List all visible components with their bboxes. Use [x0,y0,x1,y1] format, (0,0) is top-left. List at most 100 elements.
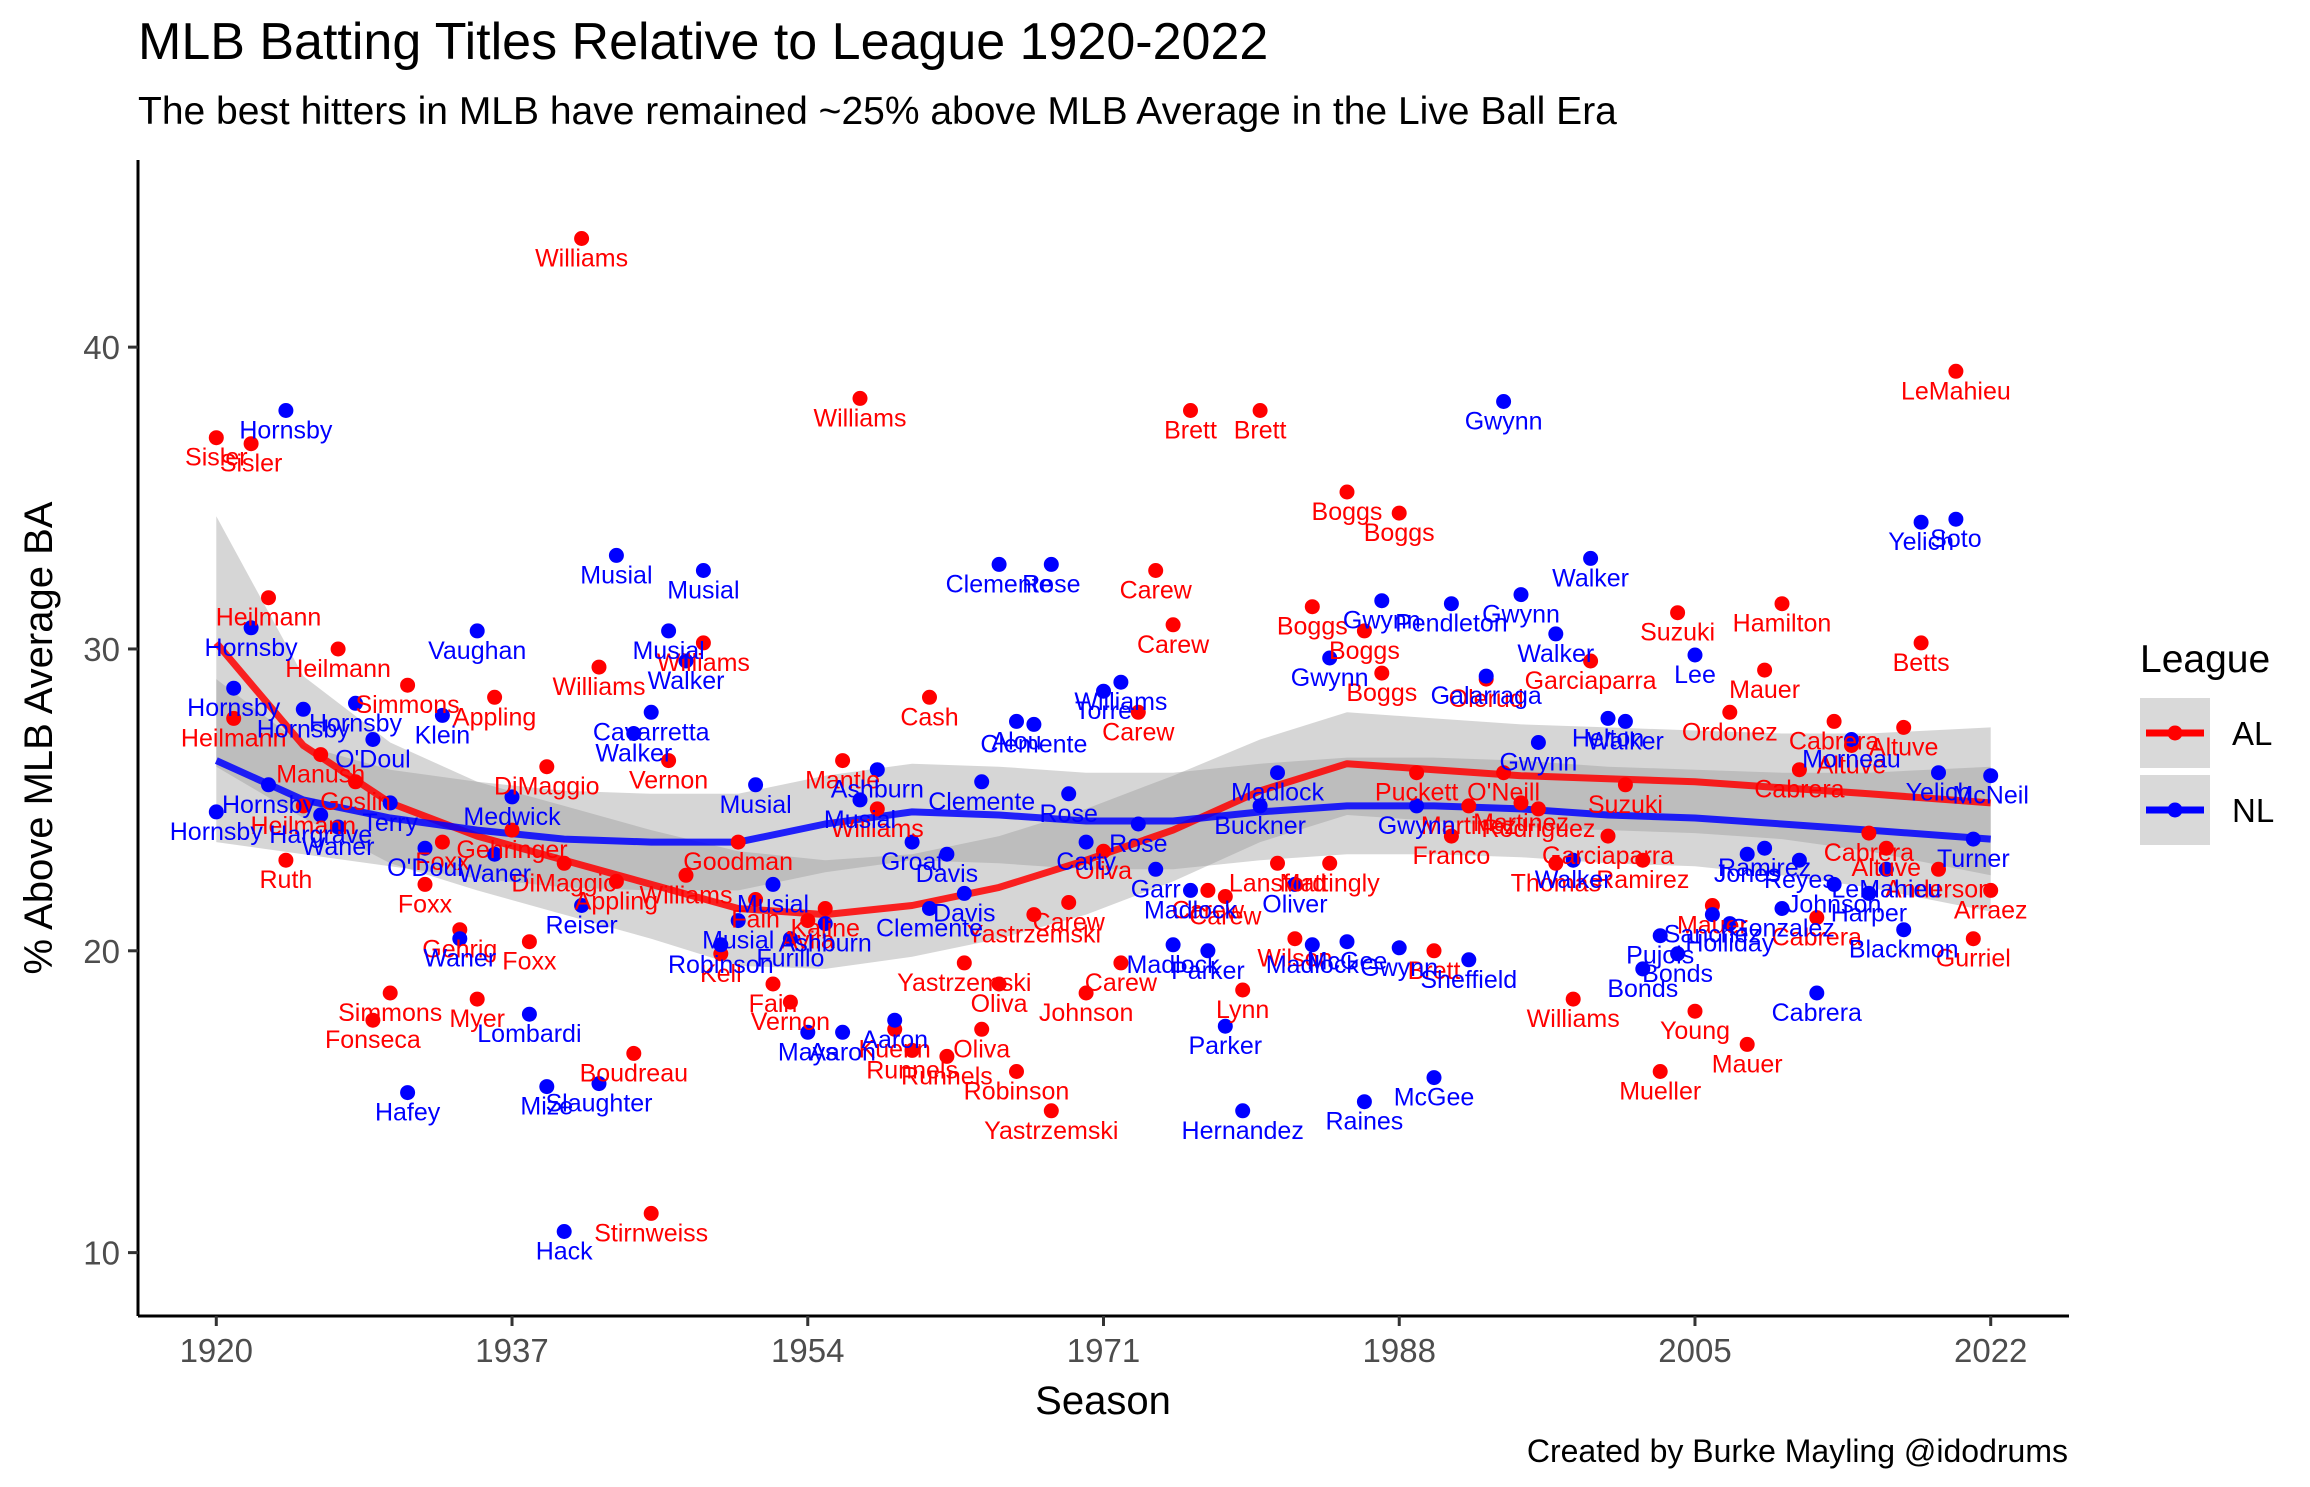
data-point-al [1617,777,1633,793]
point-label-al: Oliva [971,990,1028,1018]
data-point-nl [1043,556,1059,572]
data-point-al [817,901,833,916]
point-label-nl: Klein [415,721,471,749]
data-point-al [1983,882,1999,898]
data-point-nl [487,846,503,862]
data-point-nl [748,777,764,793]
data-point-nl [504,789,520,805]
data-point-al [226,710,242,726]
point-label-nl: Reiser [545,912,617,940]
point-label-nl: Parker [1171,957,1245,985]
x-tick-label: 1920 [180,1332,253,1369]
data-point-nl [1826,876,1842,892]
point-label-al: Appling [453,703,536,731]
point-label-nl: Clemente [928,788,1035,816]
confidence-bands [216,516,1991,969]
data-point-nl [1287,876,1303,892]
data-point-al [1548,855,1564,871]
point-label-al: Lynn [1216,996,1269,1024]
point-label-nl: Holliday [1685,930,1774,958]
data-point-nl [1791,852,1807,868]
data-point-al [1374,665,1390,681]
data-point-al [765,976,781,992]
data-point-al [1774,596,1790,612]
data-point-al [1165,617,1181,633]
data-point-nl [1304,937,1320,953]
x-tick-label: 1937 [475,1332,548,1369]
data-point-al [1635,852,1651,868]
point-label-nl: Hargrave [269,821,372,849]
point-label-al: Altuve [1869,733,1938,761]
point-label-nl: Musial [702,927,774,955]
data-point-al [1809,910,1825,926]
point-label-nl: Walker [595,740,672,768]
point-label-nl: Pendleton [1395,610,1508,638]
x-tick-label: 2022 [1954,1332,2027,1369]
x-tick-label: 1971 [1067,1332,1140,1369]
point-label-al: Williams [831,815,924,843]
data-point-nl [417,840,433,856]
data-point-nl [400,1085,416,1101]
data-point-nl [1322,650,1338,666]
x-tick-label: 2005 [1658,1332,1731,1369]
data-point-nl [974,774,990,790]
point-label-nl: Bonds [1607,975,1678,1003]
data-point-al [1391,505,1407,521]
point-label-nl: Raines [1325,1108,1403,1136]
point-label-al: Johnson [1039,999,1134,1027]
point-label-al: Carew [1120,577,1193,605]
data-point-nl [1478,668,1494,684]
y-tick-label: 20 [83,933,120,970]
y-axis-ticks: 10 20 30 40 [83,329,138,1272]
data-point-nl [1200,943,1216,959]
legend-label-al: AL [2232,715,2272,752]
data-point-al [1965,931,1981,947]
point-label-al: Simmons [356,691,460,719]
point-label-nl: Musial [737,890,809,918]
point-label-al: Simmons [338,999,442,1027]
point-label-al: Olerud [1449,685,1524,713]
point-label-al: Williams [535,245,628,273]
point-label-al: Ruth [259,866,312,894]
point-label-nl: Furillo [756,945,824,973]
data-point-al [1670,605,1686,621]
data-point-nl [1235,1103,1251,1119]
chart-subtitle: The best hitters in MLB have remained ~2… [138,90,1617,133]
point-label-nl: Medwick [463,803,561,831]
point-label-al: Foxx [415,848,470,876]
point-label-al: Foxx [502,948,557,976]
data-point-nl [1496,394,1512,409]
point-label-nl: Aaron [809,1038,876,1066]
point-label-al: Carew [1085,969,1158,997]
data-point-nl [887,1012,903,1028]
point-label-nl: Clemente [980,730,1087,758]
data-point-nl [1061,786,1077,802]
point-label-nl: Madlock [1144,896,1238,924]
data-point-nl [243,620,259,636]
point-label-al: Rodriguez [1481,815,1595,843]
data-point-nl [626,726,642,741]
x-axis-title: Season [1035,1379,1171,1423]
point-label-al: Yastrzemski [897,969,1031,997]
point-label-al: Mauer [1712,1050,1783,1078]
data-point-al [365,1012,381,1028]
data-point-al [922,689,937,705]
legend: League AL NL [2140,638,2274,845]
point-label-nl: Hornsby [170,818,264,846]
data-point-nl [539,1079,555,1095]
data-point-nl [1652,928,1668,944]
point-label-nl: Parker [1188,1032,1262,1060]
data-points [208,231,1999,1239]
data-point-nl [348,695,363,711]
data-point-al [1739,1036,1755,1052]
data-point-al [852,390,868,406]
point-label-al: Lansford [1229,869,1326,897]
point-label-al: Mueller [1619,1078,1701,1106]
point-label-al: Fain [749,990,798,1018]
legend-title: League [2140,638,2270,681]
point-label-al: Boggs [1277,613,1348,641]
data-point-nl [1617,713,1633,729]
data-point-al [939,1048,955,1064]
point-label-al: Cabrera [1789,727,1879,755]
x-tick-label: 1954 [771,1332,844,1369]
